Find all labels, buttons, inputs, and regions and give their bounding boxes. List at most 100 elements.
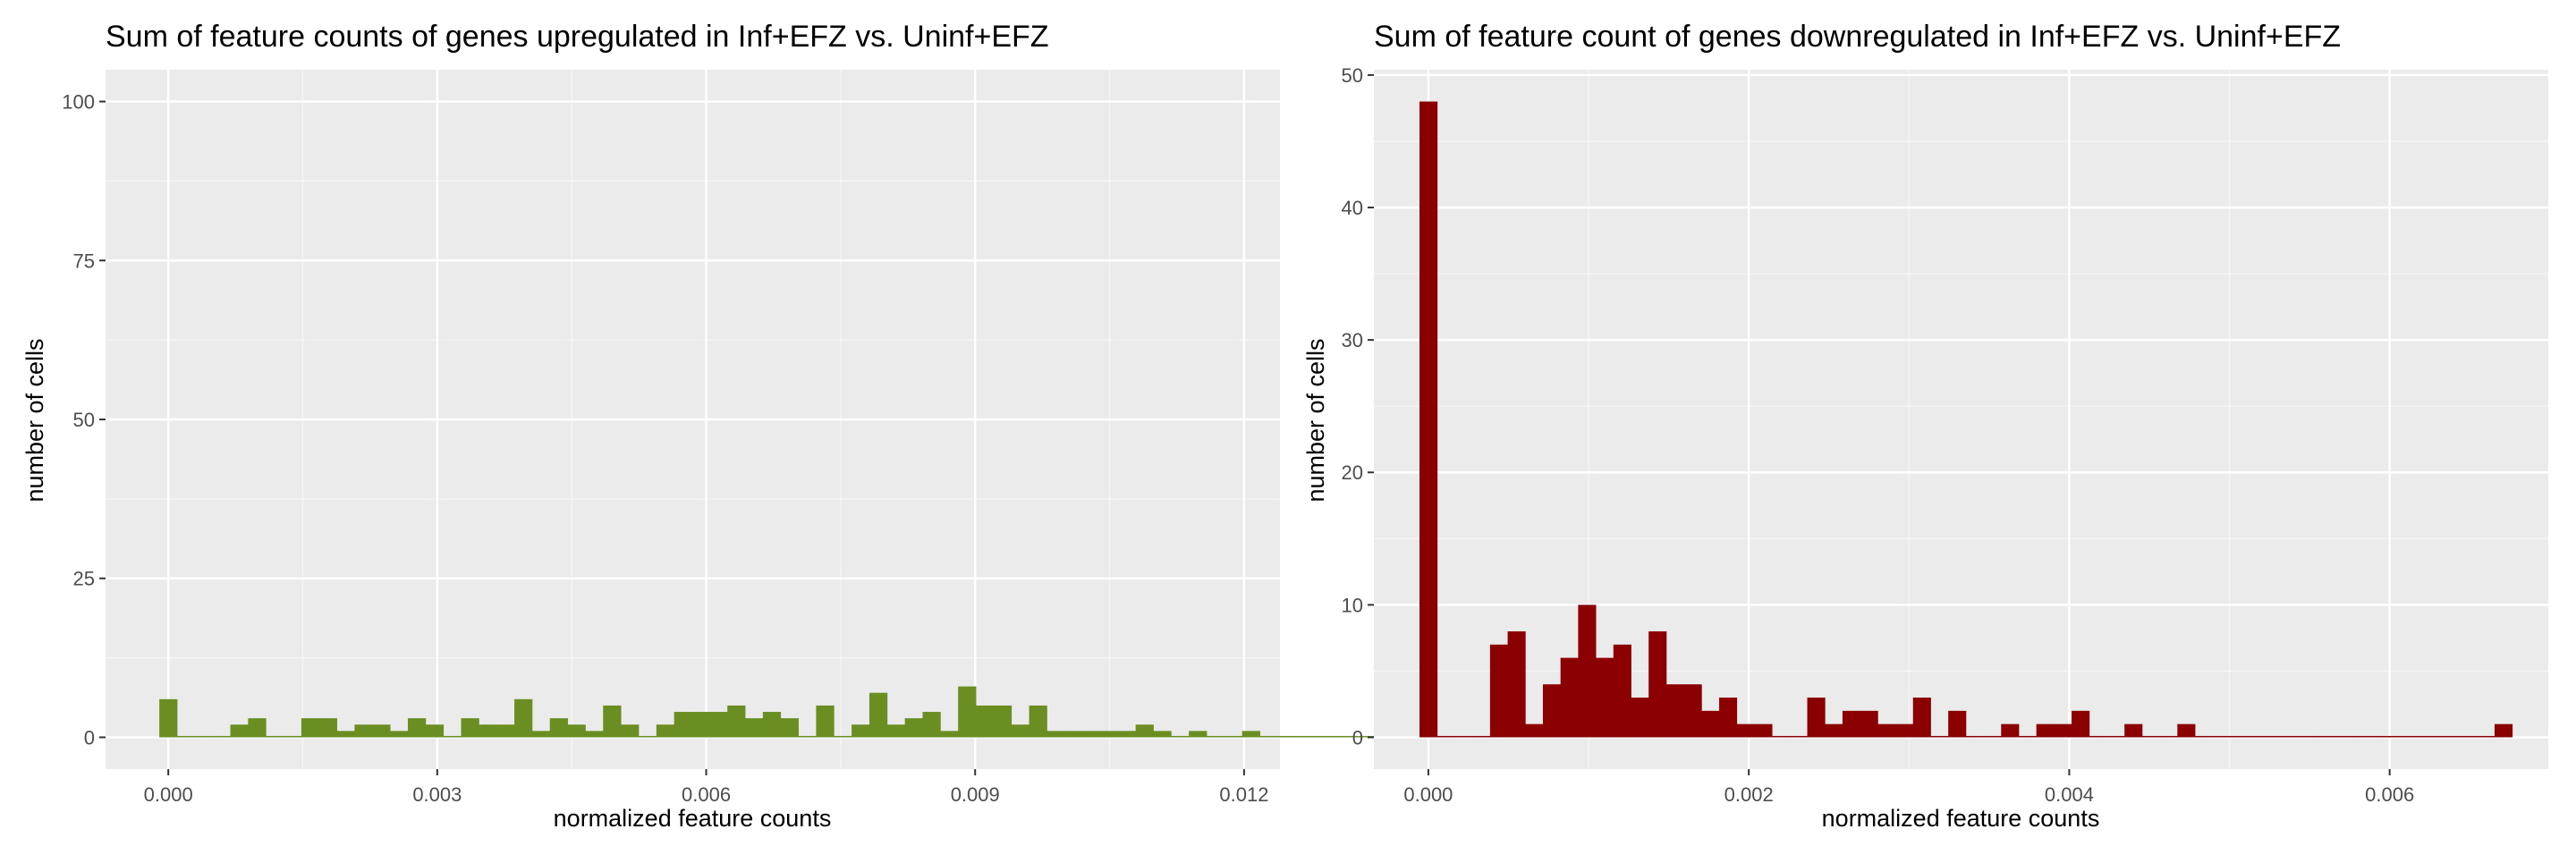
histogram-bar (1719, 698, 1738, 738)
histogram-bar (1542, 684, 1562, 738)
y-tick-label: 0 (1352, 726, 1363, 749)
histogram-bar (194, 735, 214, 738)
histogram-bar (1930, 735, 1949, 738)
histogram-bar (869, 692, 888, 738)
histogram-bar (1295, 735, 1314, 738)
histogram-bar (1046, 731, 1065, 738)
histogram-bar (1525, 723, 1544, 738)
histogram-bar (1489, 644, 1508, 738)
y-tick-label: 40 (1342, 197, 1363, 219)
histogram-bar (816, 705, 835, 738)
histogram-bar (904, 718, 923, 738)
histogram-bar (2159, 735, 2178, 738)
histogram-bar (1825, 723, 1843, 738)
histogram-bar (780, 718, 799, 738)
histogram-bar (284, 735, 302, 738)
y-tick-label: 30 (1342, 329, 1363, 351)
histogram-bar (638, 735, 657, 738)
downregulated-histogram-panel: Sum of feature count of genes downregula… (1302, 20, 2548, 832)
histogram-bar (301, 718, 320, 738)
x-axis-label-downregulated: normalized feature counts (1822, 805, 2100, 832)
histogram-bar (1171, 735, 1190, 738)
histogram-bar (1631, 698, 1649, 738)
y-tick-label: 20 (1342, 461, 1363, 484)
histogram-bar (976, 705, 995, 738)
histogram-bar (1578, 605, 1597, 738)
histogram-bar (745, 718, 764, 738)
histogram-bar (336, 731, 355, 738)
chart-title-downregulated: Sum of feature count of genes downregula… (1374, 20, 2341, 54)
histogram-bar (354, 724, 373, 738)
histogram-bar (1877, 723, 1896, 738)
histogram-bar (531, 731, 551, 738)
x-axis-label-upregulated: normalized feature counts (554, 805, 832, 832)
histogram-bar (425, 724, 445, 738)
histogram-bar (585, 731, 604, 738)
histogram-bar (1419, 101, 1438, 738)
histogram-bar (798, 735, 817, 738)
histogram-bar (1860, 710, 1878, 738)
histogram-bar (2353, 735, 2372, 738)
plot-area-downregulated (1374, 70, 2548, 769)
y-tick-label: 50 (73, 409, 95, 431)
histogram-bar (2072, 710, 2090, 738)
histogram-bar (1029, 705, 1047, 738)
histogram-bar (2406, 735, 2425, 738)
y-axis-label-downregulated: number of cells (1302, 338, 1329, 502)
histogram-bar (709, 712, 728, 738)
histogram-bar (958, 686, 977, 738)
histogram-bar (656, 724, 675, 738)
histogram-bar (1189, 731, 1208, 738)
y-tick-label: 25 (73, 568, 95, 590)
histogram-bar (2459, 735, 2478, 738)
histogram-bar (514, 698, 533, 738)
histogram-bar (852, 724, 870, 738)
histogram-bar (762, 712, 782, 738)
histogram-bar (691, 712, 710, 738)
histogram-bar (1648, 630, 1667, 738)
plot-area-upregulated (106, 70, 1474, 769)
histogram-bar (248, 718, 267, 738)
histogram-bar (1064, 731, 1083, 738)
histogram-bar (2212, 735, 2231, 738)
chart-title-upregulated: Sum of feature counts of genes upregulat… (106, 20, 1049, 54)
y-tick-label: 50 (1342, 64, 1363, 87)
histogram-bar (1135, 724, 1154, 738)
x-tick-label: 0.002 (1724, 783, 1774, 806)
histogram-bar (727, 705, 746, 738)
histogram-bar (407, 718, 427, 738)
histogram-bar (443, 735, 462, 738)
histogram-bar (372, 724, 391, 738)
histogram-bar (993, 705, 1013, 738)
y-tick-label: 100 (62, 91, 95, 114)
histogram-bar (2195, 735, 2214, 738)
histogram-bar (176, 735, 196, 738)
histogram-bar (1207, 735, 1225, 738)
histogram-bar (2230, 735, 2249, 738)
histogram-bar (230, 724, 249, 738)
histogram-bar (1099, 731, 1119, 738)
histogram-bar (1224, 735, 1243, 738)
histogram-bar (1277, 735, 1296, 738)
histogram-bar (567, 724, 586, 738)
histogram-bar (1665, 684, 1685, 738)
panel-background-downregulated (1374, 70, 2548, 769)
histogram-bar (1472, 735, 1491, 738)
histogram-bar (2141, 735, 2161, 738)
histogram-bar (2318, 735, 2337, 738)
upregulated-histogram-panel: Sum of feature counts of genes upregulat… (21, 20, 1474, 832)
histogram-bar (1965, 735, 1984, 738)
histogram-bar (1011, 724, 1030, 738)
histogram-bar (2124, 723, 2143, 738)
histogram-bar (2089, 735, 2107, 738)
histogram-bar (1313, 735, 1332, 738)
histogram-bar (1948, 710, 1967, 738)
histogram-bar (496, 724, 515, 738)
histogram-bar (2335, 735, 2354, 738)
histogram-bar (1613, 644, 1631, 738)
x-tick-label: 0.000 (1403, 783, 1453, 806)
y-tick-label: 75 (73, 250, 95, 272)
histogram-bar (2001, 723, 2020, 738)
